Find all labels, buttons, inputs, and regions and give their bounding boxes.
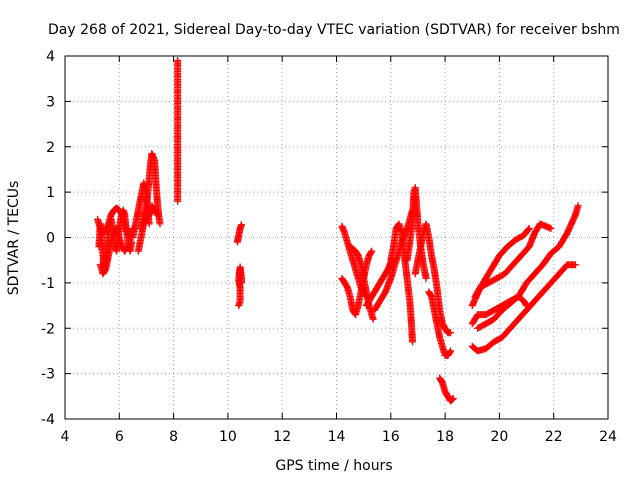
data-point bbox=[574, 202, 582, 210]
y-tick-label: 4 bbox=[46, 49, 55, 65]
x-tick-label: 4 bbox=[61, 429, 70, 445]
data-points bbox=[94, 57, 582, 405]
data-point bbox=[153, 211, 161, 219]
data-point bbox=[449, 395, 457, 403]
data-point bbox=[368, 247, 376, 255]
data-point bbox=[547, 224, 555, 232]
data-point bbox=[156, 220, 164, 228]
data-point bbox=[524, 226, 532, 234]
data-point bbox=[174, 57, 182, 65]
grid-lines bbox=[65, 56, 608, 419]
y-tick-label: 1 bbox=[46, 185, 55, 201]
y-tick-label: -1 bbox=[41, 276, 55, 292]
x-tick-label: 14 bbox=[328, 429, 346, 445]
x-tick-label: 10 bbox=[219, 429, 237, 445]
x-tick-label: 20 bbox=[490, 429, 508, 445]
data-point bbox=[409, 338, 417, 346]
data-point bbox=[422, 274, 430, 282]
y-tick-label: -4 bbox=[41, 412, 55, 428]
y-tick-label: 2 bbox=[46, 140, 55, 156]
x-axis-label: GPS time / hours bbox=[275, 458, 392, 474]
y-axis-label: SDTVAR / TECUs bbox=[6, 181, 22, 296]
x-tick-label: 22 bbox=[545, 429, 563, 445]
data-point bbox=[446, 348, 454, 356]
y-tick-label: -3 bbox=[41, 367, 55, 383]
data-point bbox=[153, 210, 161, 218]
x-tick-label: 16 bbox=[382, 429, 400, 445]
data-point bbox=[571, 261, 579, 269]
data-point bbox=[447, 329, 455, 337]
y-tick-label: 3 bbox=[46, 94, 55, 110]
x-tick-label: 6 bbox=[115, 429, 124, 445]
plot-frame bbox=[64, 55, 609, 420]
data-point bbox=[128, 238, 136, 246]
data-point bbox=[369, 315, 377, 323]
data-point bbox=[367, 248, 375, 256]
chart-title: Day 268 of 2021, Sidereal Day-to-day VTE… bbox=[48, 22, 620, 38]
x-tick-label: 18 bbox=[436, 429, 454, 445]
data-point bbox=[237, 221, 245, 229]
data-point bbox=[522, 300, 530, 308]
x-tick-label: 12 bbox=[273, 429, 291, 445]
data-point bbox=[523, 302, 531, 310]
y-tick-label: -2 bbox=[41, 321, 55, 337]
y-tick-label: 0 bbox=[46, 231, 55, 247]
data-point bbox=[123, 243, 131, 251]
data-point bbox=[448, 395, 456, 403]
data-point bbox=[123, 244, 131, 252]
x-tick-label: 8 bbox=[169, 429, 178, 445]
x-tick-label: 24 bbox=[599, 429, 617, 445]
data-point bbox=[525, 224, 533, 232]
data-point bbox=[237, 279, 245, 287]
data-point bbox=[447, 347, 455, 355]
